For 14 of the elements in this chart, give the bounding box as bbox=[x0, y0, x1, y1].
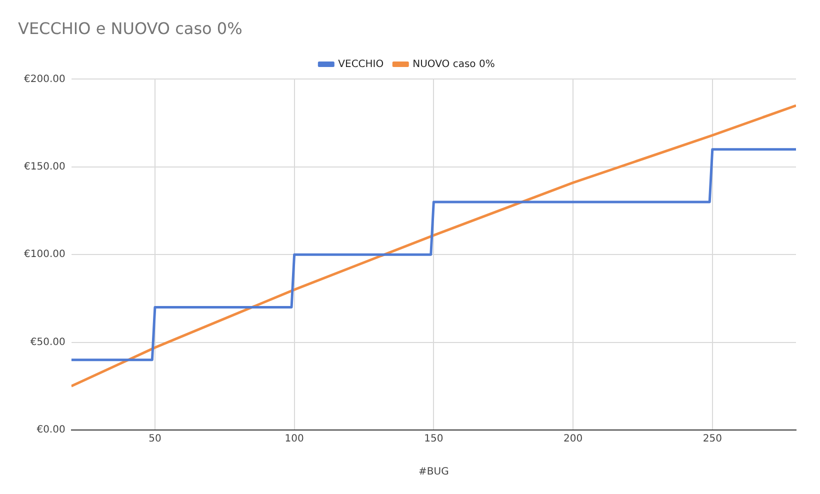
chart-title: VECCHIO e NUOVO caso 0% bbox=[18, 18, 242, 38]
x-tick-label: 200 bbox=[563, 434, 583, 445]
y-tick-label: €50.00 bbox=[30, 336, 66, 348]
legend-label: VECCHIO bbox=[338, 58, 384, 70]
x-axis-title: #BUG bbox=[418, 466, 449, 478]
x-tick-label: 50 bbox=[148, 434, 162, 445]
y-tick-label: €200.00 bbox=[24, 74, 66, 85]
legend-label: NUOVO caso 0% bbox=[412, 58, 495, 70]
y-tick-label: €0.00 bbox=[36, 424, 66, 436]
x-tick-label: 250 bbox=[702, 434, 722, 445]
y-tick-label: €100.00 bbox=[24, 249, 66, 260]
y-tick-label: €150.00 bbox=[24, 161, 66, 172]
x-tick-label: 100 bbox=[284, 434, 304, 445]
x-tick-label: 150 bbox=[424, 434, 444, 445]
